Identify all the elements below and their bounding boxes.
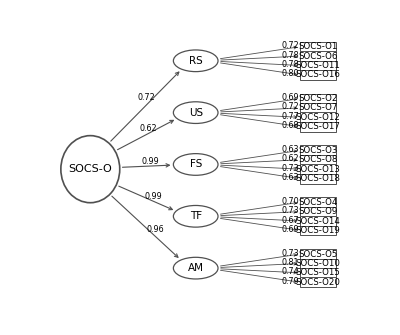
Text: 0.73: 0.73 xyxy=(281,164,299,173)
Text: 0.63: 0.63 xyxy=(281,145,299,154)
Text: 0.70: 0.70 xyxy=(281,197,299,206)
FancyBboxPatch shape xyxy=(300,113,336,122)
Text: 0.79: 0.79 xyxy=(281,277,299,286)
Text: SOCS-O11: SOCS-O11 xyxy=(296,61,340,70)
Text: SOCS-O5: SOCS-O5 xyxy=(298,250,338,259)
Text: TF: TF xyxy=(190,211,202,221)
FancyBboxPatch shape xyxy=(300,207,336,216)
Text: 0.73: 0.73 xyxy=(281,249,299,258)
Text: SOCS-O13: SOCS-O13 xyxy=(296,165,340,174)
Text: 0.72: 0.72 xyxy=(138,93,156,102)
Text: SOCS-O: SOCS-O xyxy=(68,164,112,174)
Text: SOCS-O20: SOCS-O20 xyxy=(296,278,340,287)
Text: SOCS-O16: SOCS-O16 xyxy=(296,70,340,79)
Text: SOCS-O17: SOCS-O17 xyxy=(296,122,340,131)
Text: SOCS-O10: SOCS-O10 xyxy=(296,259,340,268)
FancyBboxPatch shape xyxy=(300,216,336,226)
Text: 0.99: 0.99 xyxy=(142,157,160,166)
Text: SOCS-O1: SOCS-O1 xyxy=(298,42,338,51)
Ellipse shape xyxy=(61,136,120,203)
Ellipse shape xyxy=(173,257,218,279)
FancyBboxPatch shape xyxy=(300,70,336,80)
FancyBboxPatch shape xyxy=(300,225,336,236)
Text: SOCS-O12: SOCS-O12 xyxy=(296,113,340,122)
Text: SOCS-O3: SOCS-O3 xyxy=(298,146,338,155)
FancyBboxPatch shape xyxy=(300,277,336,287)
Text: 0.67: 0.67 xyxy=(281,215,299,224)
FancyBboxPatch shape xyxy=(300,42,336,52)
Text: 0.99: 0.99 xyxy=(145,192,162,201)
Text: SOCS-O2: SOCS-O2 xyxy=(298,94,338,103)
FancyBboxPatch shape xyxy=(300,51,336,61)
Text: US: US xyxy=(189,108,203,118)
Text: 0.96: 0.96 xyxy=(146,225,164,234)
Ellipse shape xyxy=(173,102,218,124)
Text: 0.81: 0.81 xyxy=(281,258,299,267)
Text: 0.72: 0.72 xyxy=(281,103,299,112)
Text: SOCS-O8: SOCS-O8 xyxy=(298,155,338,164)
Ellipse shape xyxy=(173,50,218,72)
Ellipse shape xyxy=(173,205,218,227)
FancyBboxPatch shape xyxy=(300,61,336,70)
FancyBboxPatch shape xyxy=(300,122,336,132)
FancyBboxPatch shape xyxy=(300,174,336,184)
FancyBboxPatch shape xyxy=(300,93,336,104)
Text: SOCS-O19: SOCS-O19 xyxy=(296,226,340,235)
Text: RS: RS xyxy=(189,56,202,66)
Text: FS: FS xyxy=(190,159,202,170)
FancyBboxPatch shape xyxy=(300,249,336,259)
Text: 0.62: 0.62 xyxy=(139,124,157,133)
Text: 0.63: 0.63 xyxy=(281,173,299,182)
Text: 0.77: 0.77 xyxy=(281,112,299,121)
Text: 0.69: 0.69 xyxy=(281,93,299,102)
FancyBboxPatch shape xyxy=(300,164,336,174)
Text: 0.69: 0.69 xyxy=(281,225,299,234)
Text: SOCS-O9: SOCS-O9 xyxy=(298,207,338,216)
Text: SOCS-O4: SOCS-O4 xyxy=(298,198,338,207)
Text: 0.73: 0.73 xyxy=(281,206,299,215)
Text: SOCS-O18: SOCS-O18 xyxy=(296,174,340,183)
Text: 0.74: 0.74 xyxy=(281,267,299,276)
Text: 0.72: 0.72 xyxy=(281,41,299,50)
Text: 0.78: 0.78 xyxy=(281,60,299,69)
Text: SOCS-O6: SOCS-O6 xyxy=(298,52,338,61)
Text: 0.78: 0.78 xyxy=(281,51,299,60)
Text: AM: AM xyxy=(188,263,204,273)
FancyBboxPatch shape xyxy=(300,268,336,278)
FancyBboxPatch shape xyxy=(300,145,336,155)
Text: SOCS-O7: SOCS-O7 xyxy=(298,104,338,113)
Ellipse shape xyxy=(173,154,218,175)
FancyBboxPatch shape xyxy=(300,155,336,164)
FancyBboxPatch shape xyxy=(300,103,336,113)
Text: 0.68: 0.68 xyxy=(281,121,299,130)
FancyBboxPatch shape xyxy=(300,197,336,207)
Text: 0.80: 0.80 xyxy=(281,69,299,78)
Text: SOCS-O14: SOCS-O14 xyxy=(296,216,340,225)
Text: SOCS-O15: SOCS-O15 xyxy=(296,268,340,277)
Text: 0.62: 0.62 xyxy=(281,154,299,163)
FancyBboxPatch shape xyxy=(300,259,336,268)
